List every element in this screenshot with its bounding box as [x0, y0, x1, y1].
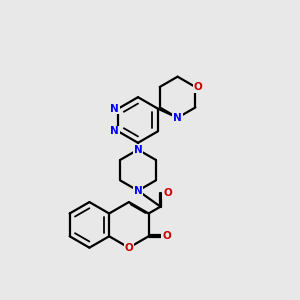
Text: N: N — [110, 103, 119, 114]
Text: O: O — [162, 231, 171, 241]
Text: N: N — [134, 186, 142, 196]
Text: N: N — [173, 113, 182, 123]
Text: O: O — [163, 188, 172, 198]
Text: O: O — [124, 243, 133, 253]
Text: N: N — [110, 126, 119, 136]
Text: N: N — [134, 145, 142, 154]
Text: O: O — [194, 82, 203, 92]
